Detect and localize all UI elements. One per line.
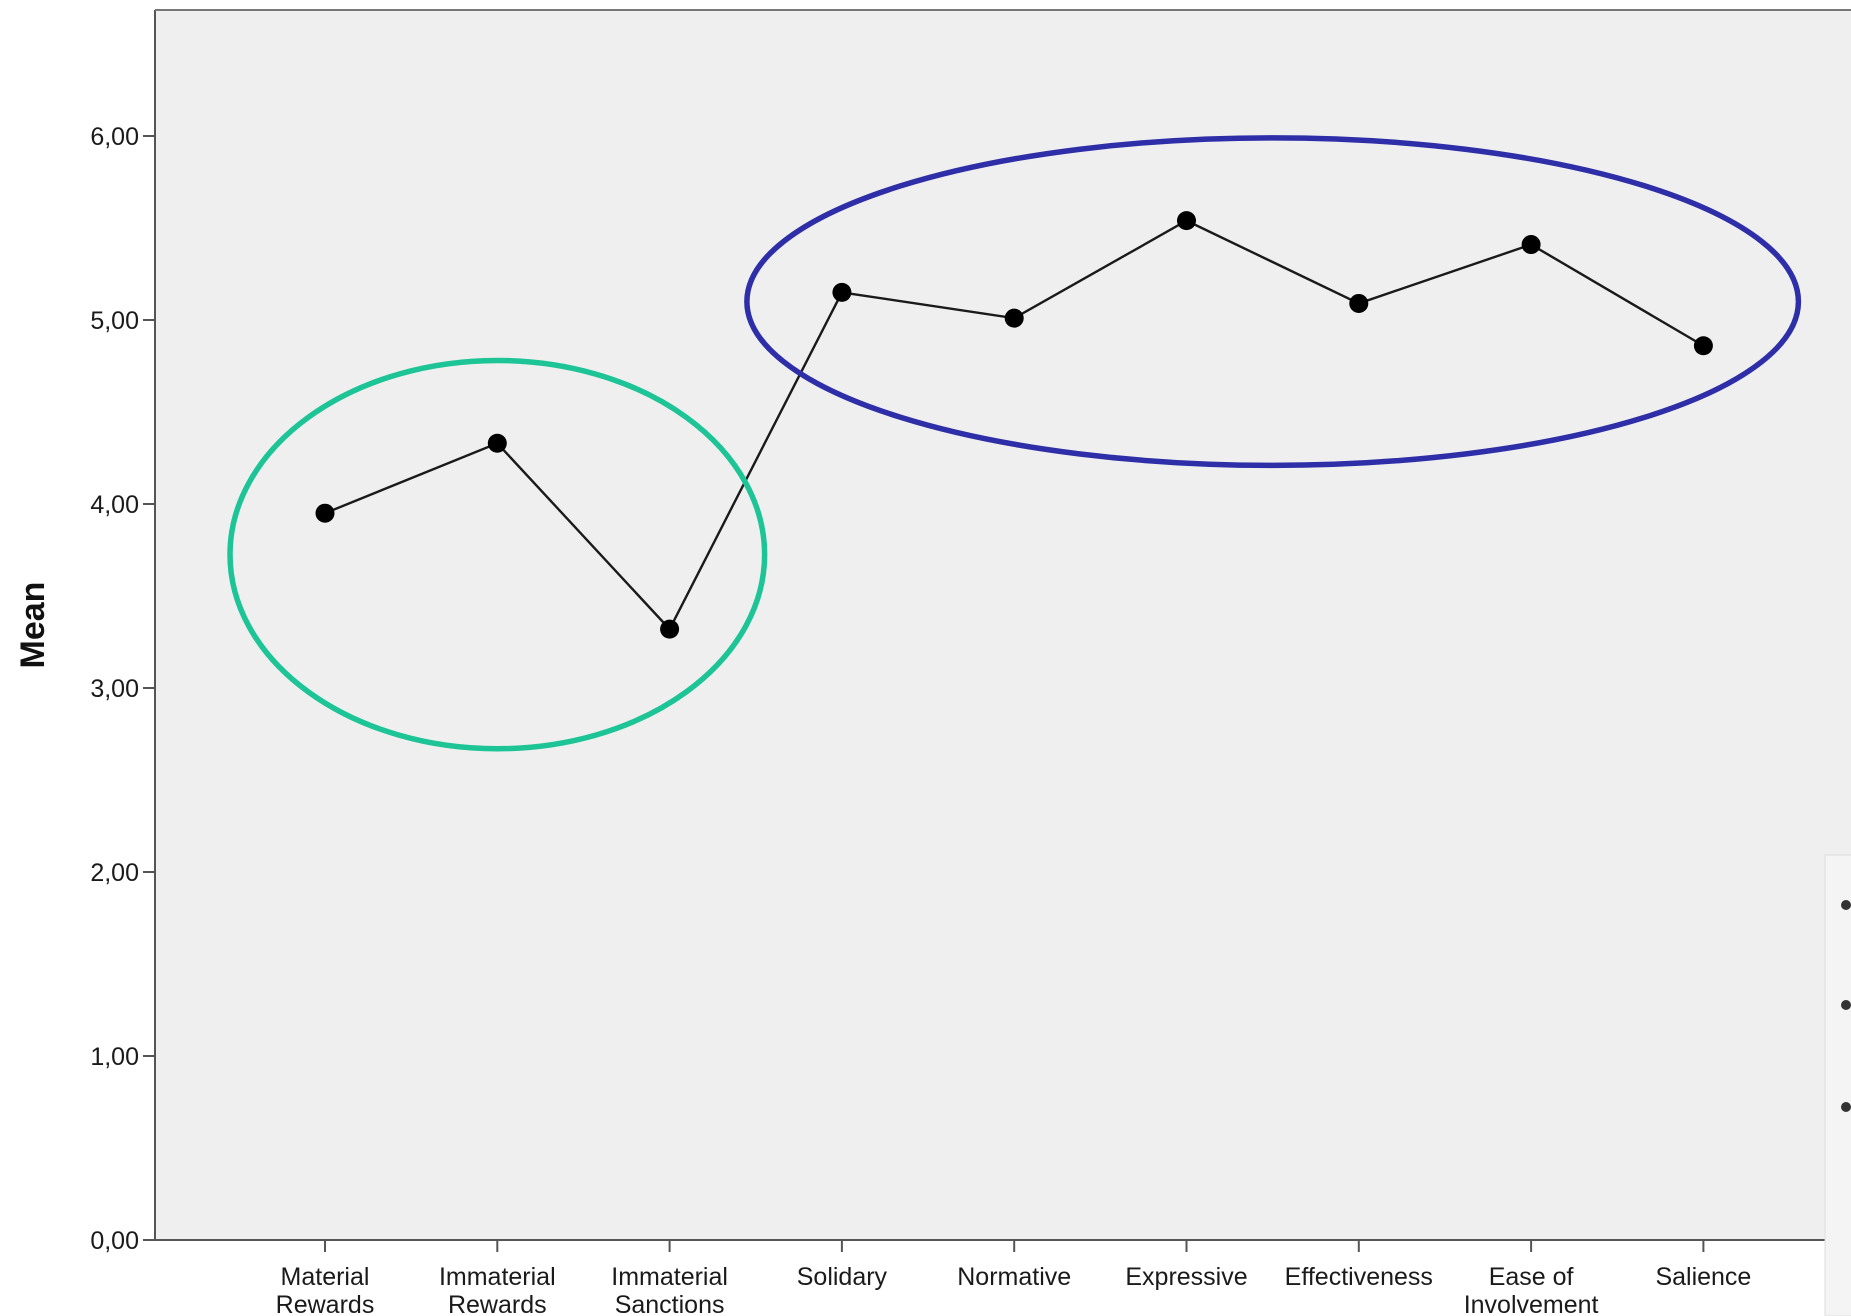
data-point xyxy=(1349,293,1369,313)
annotation-ellipse xyxy=(744,135,1802,469)
data-point xyxy=(487,433,507,453)
annotation-group xyxy=(227,135,1802,752)
x-tick-label: Ease of Involvement xyxy=(1464,1263,1599,1316)
data-point xyxy=(660,619,680,639)
series-group xyxy=(315,211,1713,639)
data-point xyxy=(1177,211,1196,231)
x-tick-label: Expressive xyxy=(1125,1263,1247,1291)
data-point xyxy=(1004,308,1024,328)
data-point xyxy=(832,282,852,302)
y-axis-title: Mean xyxy=(14,582,52,669)
y-tick-label: 4,00 xyxy=(90,491,139,519)
y-tick-label: 5,00 xyxy=(90,307,139,335)
data-point xyxy=(1521,235,1541,255)
annotation-ellipse xyxy=(227,357,768,752)
x-tick-label: Solidary xyxy=(797,1263,888,1291)
x-tick-label: Immaterial Rewards xyxy=(439,1263,556,1316)
y-tick-label: 6,00 xyxy=(90,123,139,151)
legend-marker xyxy=(1841,1102,1851,1112)
x-tick-label: Material Rewards xyxy=(276,1263,375,1316)
x-tick-label: Effectiveness xyxy=(1285,1263,1433,1291)
y-axis-ticks: 0,00 1,00 2,00 3,00 4,00 5,00 6,00 xyxy=(90,123,155,1255)
x-tick-label: Salience xyxy=(1655,1263,1751,1291)
y-tick-label: 1,00 xyxy=(90,1043,139,1071)
data-point xyxy=(1693,336,1713,356)
x-tick-label: Immaterial Sanctions xyxy=(611,1263,728,1316)
legend-marker xyxy=(1841,1000,1851,1010)
x-axis-ticks: Material Rewards Immaterial Rewards Immateri… xyxy=(276,1240,1751,1316)
data-point xyxy=(315,503,335,523)
y-tick-label: 0,00 xyxy=(90,1227,139,1255)
plot-background xyxy=(155,10,1851,1240)
legend-box xyxy=(1824,854,1851,1316)
y-tick-label: 3,00 xyxy=(90,675,139,703)
legend-marker xyxy=(1841,900,1851,910)
x-tick-label: Normative xyxy=(957,1263,1071,1291)
y-tick-label: 2,00 xyxy=(90,859,139,887)
